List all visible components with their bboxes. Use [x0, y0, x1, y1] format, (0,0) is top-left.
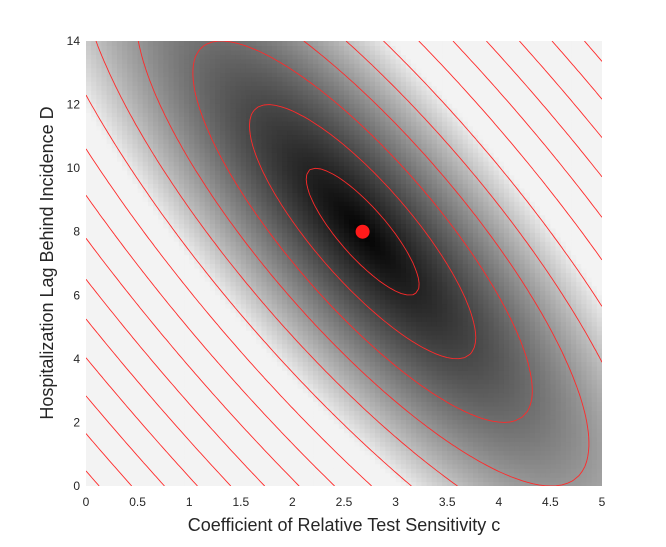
x-tick-label: 0: [83, 495, 90, 509]
contour-line-11: [86, 41, 602, 486]
y-tick-label: 14: [67, 34, 81, 48]
x-axis-ticks: 0 0.5 1 1.5 2 2.5 3 3.5 4 4.5 5: [83, 495, 606, 509]
y-tick-label: 2: [73, 415, 80, 429]
y-axis-ticks: 0 2 4 6 8 10 12 14: [67, 34, 81, 493]
contour-line-5: [95, 41, 602, 486]
x-tick-label: 2.5: [336, 495, 353, 509]
contour-line-13: [86, 395, 165, 486]
y-axis-label: Hospitalization Lag Behind Incidence D: [37, 106, 57, 419]
contour-line-7: [86, 41, 602, 486]
contour-lines: [86, 41, 602, 486]
x-tick-label: 4: [495, 495, 502, 509]
contour-line-15: [86, 470, 100, 486]
contour-line-12: [86, 41, 602, 486]
x-tick-label: 1.5: [232, 495, 249, 509]
x-tick-label: 0.5: [129, 495, 146, 509]
minimum-marker-layer: [355, 224, 370, 239]
x-tick-label: 3: [392, 495, 399, 509]
x-tick-label: 5: [599, 495, 606, 509]
contour-line-3: [192, 41, 533, 423]
y-tick-label: 0: [73, 479, 80, 493]
y-tick-label: 12: [67, 98, 81, 112]
y-tick-label: 10: [67, 161, 81, 175]
y-tick-label: 4: [73, 352, 80, 366]
heatmap-surface: [86, 41, 602, 486]
x-tick-label: 2: [289, 495, 296, 509]
x-tick-label: 3.5: [439, 495, 456, 509]
contour-line-9: [86, 41, 602, 486]
contour-line-8: [86, 41, 602, 486]
x-axis-label: Coefficient of Relative Test Sensitivity…: [188, 515, 500, 535]
x-tick-label: 4.5: [542, 495, 559, 509]
contour-line-6: [86, 41, 602, 486]
contour-line-10: [86, 41, 602, 486]
minimum-point-marker: [355, 224, 370, 239]
contour-line-4: [137, 41, 590, 486]
contour-line-1: [305, 167, 420, 296]
contour-line-2: [249, 104, 477, 360]
y-tick-label: 6: [73, 288, 80, 302]
y-tick-label: 8: [73, 225, 80, 239]
contour-line-14: [86, 433, 133, 486]
x-tick-label: 1: [186, 495, 193, 509]
